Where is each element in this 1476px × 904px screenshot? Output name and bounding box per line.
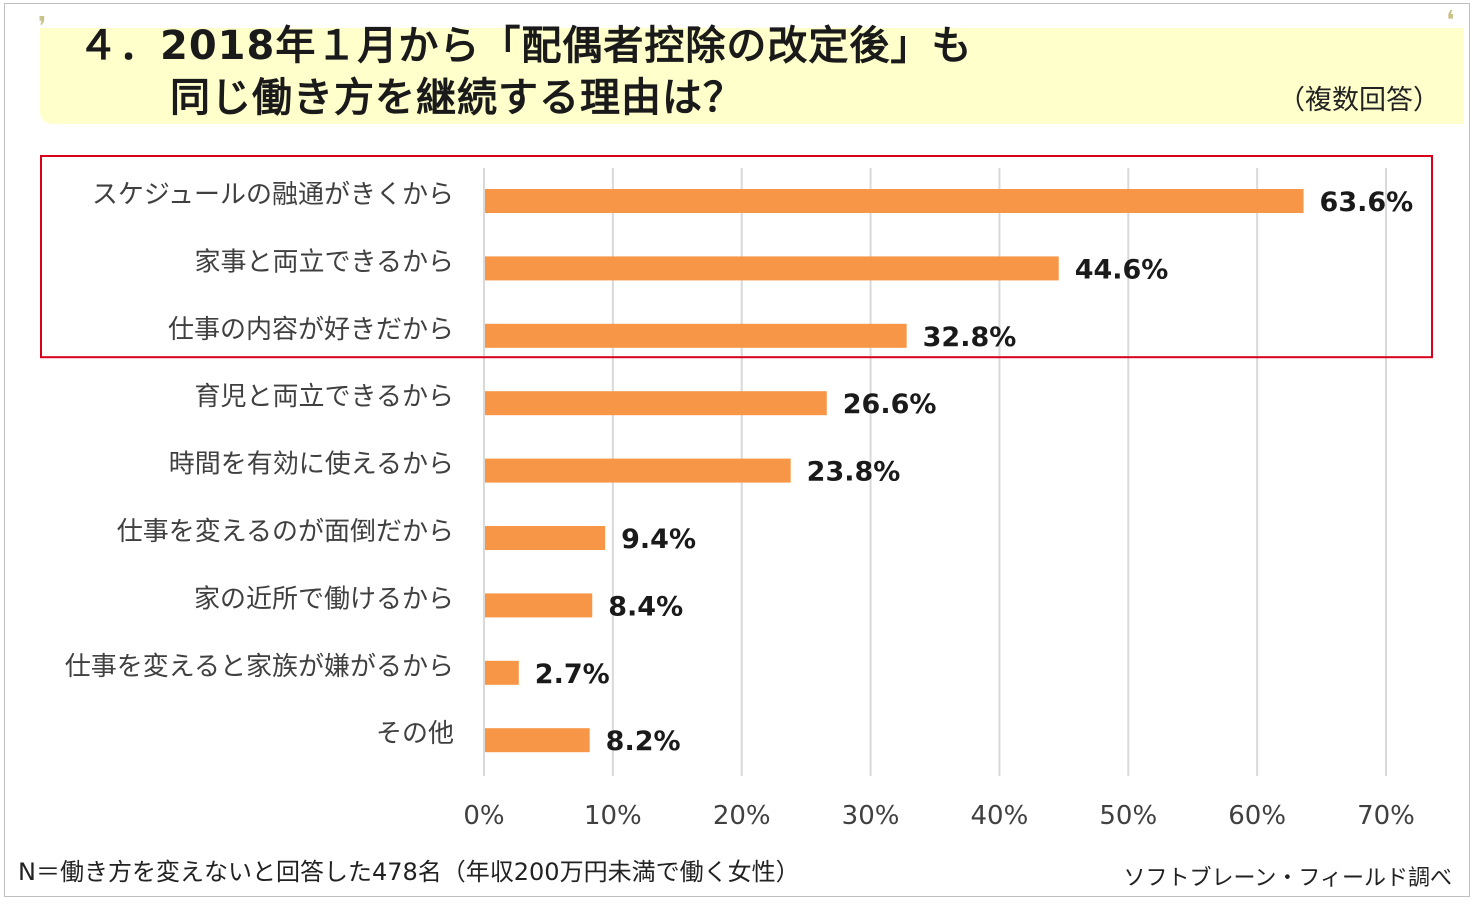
chart-frame <box>4 3 1470 897</box>
multiple-answer-note: （複数回答） <box>1278 85 1440 116</box>
highlight-box <box>40 155 1433 359</box>
x-tick-label-5: 50% <box>1099 801 1157 831</box>
title-banner <box>40 28 1464 124</box>
value-label-7: 2.7% <box>535 659 610 690</box>
x-tick-label-1: 10% <box>584 801 642 831</box>
category-label-3: 育児と両立できるから <box>195 382 454 412</box>
x-tick-label-2: 20% <box>713 801 771 831</box>
value-label-2: 32.8% <box>923 322 1017 353</box>
bar-5 <box>485 526 606 550</box>
bar-0 <box>485 189 1304 213</box>
sample-note: N＝働き方を変えないと回答した478名（年収200万円未満で働く女性） <box>18 858 800 886</box>
value-label-3: 26.6% <box>843 389 937 420</box>
value-label-8: 8.2% <box>606 726 681 757</box>
x-tick-label-3: 30% <box>842 801 900 831</box>
title-line-2: 同じ働き方を継続する理由は？ <box>170 75 744 121</box>
bar-3 <box>485 391 827 416</box>
bar-1 <box>485 256 1059 281</box>
category-label-2: 仕事の内容が好きだから <box>168 315 454 345</box>
banner-curl-right: ❛ <box>1446 6 1455 36</box>
banner-curl-top: ❜ <box>38 12 47 42</box>
page-title: ４．2018年１月から「配偶者控除の改定後」も 同じ働き方を継続する理由は？ <box>78 20 972 124</box>
x-tick-label-7: 70% <box>1357 801 1415 831</box>
category-label-4: 時間を有効に使えるから <box>169 450 454 480</box>
source-note: ソフトブレーン・フィールド調べ <box>1123 866 1452 891</box>
category-label-0: スケジュールの融通がきくから <box>92 180 454 210</box>
bar-7 <box>485 660 519 685</box>
x-tick-label-4: 40% <box>971 801 1029 831</box>
bar-6 <box>485 593 593 618</box>
bar-4 <box>485 458 791 483</box>
category-label-7: 仕事を変えると家族が嫌がるから <box>65 652 454 682</box>
value-label-6: 8.4% <box>608 591 683 622</box>
category-label-5: 仕事を変えるのが面倒だから <box>117 517 454 547</box>
category-label-6: 家の近所で働けるから <box>194 584 454 614</box>
title-line-1: ４．2018年１月から「配偶者控除の改定後」も <box>78 23 973 69</box>
value-label-4: 23.8% <box>807 457 901 488</box>
x-tick-label-6: 60% <box>1228 801 1286 831</box>
value-label-1: 44.6% <box>1075 254 1169 285</box>
category-label-1: 家事と両立できるから <box>195 247 454 277</box>
bar-8 <box>485 728 590 753</box>
value-label-5: 9.4% <box>621 524 696 555</box>
category-label-8: その他 <box>376 719 454 749</box>
bar-2 <box>485 323 907 348</box>
value-label-0: 63.6% <box>1320 187 1414 218</box>
x-tick-label-0: 0% <box>463 801 504 831</box>
